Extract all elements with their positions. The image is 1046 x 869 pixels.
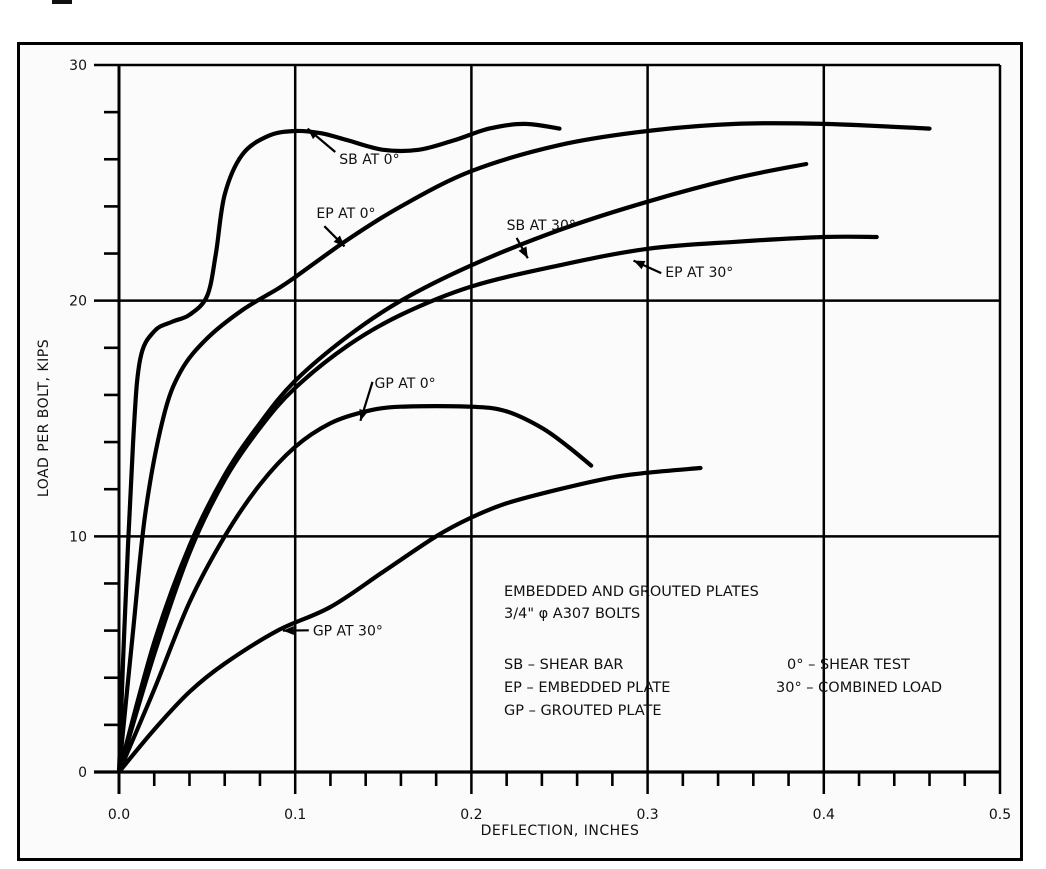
y-tick-label: 0 <box>78 765 87 781</box>
y-axis-title: LOAD PER BOLT, KIPS <box>36 339 52 497</box>
label-gp-at-30deg: GP AT 30° <box>313 623 383 639</box>
arrowhead-ep-at-0deg <box>333 235 345 247</box>
x-tick-label: 0.5 <box>989 807 1011 823</box>
label-sb-at-30deg: SB AT 30° <box>507 218 576 234</box>
label-gp-at-0deg: GP AT 0° <box>374 376 435 392</box>
legend-title-line-2: 3/4" φ A307 BOLTS <box>504 606 640 622</box>
label-sb-at-0deg: SB AT 0° <box>339 152 399 168</box>
grid-lines <box>94 63 1002 794</box>
legend-item-sb: SB – SHEAR BAR <box>504 657 623 673</box>
curves <box>116 121 932 775</box>
y-tick-label: 30 <box>69 58 87 74</box>
curve-ep-at-0deg <box>116 121 932 775</box>
x-tick-label: 0.4 <box>813 807 835 823</box>
x-tick-label: 0.2 <box>460 807 482 823</box>
curve-annotations: SB AT 0° EP AT 0° SB AT 30° EP AT 30° GP AT … <box>282 127 733 639</box>
curve-sb-at-30deg <box>116 161 809 775</box>
arrowhead-gp-at-0deg <box>359 409 368 421</box>
figure-frame <box>17 42 1023 861</box>
legend-item-0deg: 0° – SHEAR TEST <box>787 657 910 673</box>
curve-ep-at-30deg <box>116 234 879 775</box>
legend-item-30deg: 30° – COMBINED LOAD <box>776 680 942 696</box>
arrowhead-sb-at-0deg <box>307 128 319 140</box>
legend-item-gp: GP – GROUTED PLATE <box>504 703 662 719</box>
y-tick-label: 10 <box>69 529 87 545</box>
arrowhead-ep-at-30deg <box>633 260 646 270</box>
curve-gp-at-0deg <box>116 404 594 775</box>
label-ep-at-30deg: EP AT 30° <box>665 265 733 281</box>
x-tick-label: 0.1 <box>284 807 306 823</box>
label-ep-at-0deg: EP AT 0° <box>316 206 375 222</box>
cropped-caption-fragment <box>52 0 72 4</box>
curve-sb-at-0deg <box>116 121 562 775</box>
legend-item-ep: EP – EMBEDDED PLATE <box>504 680 670 696</box>
x-tick-label: 0.0 <box>108 807 130 823</box>
curve-gp-at-30deg <box>116 465 703 775</box>
arrowhead-sb-at-30deg <box>518 246 528 259</box>
tick-labels: 0.0 0.1 0.2 0.3 0.4 0.5 0 10 20 30 <box>69 58 1011 823</box>
legend-title-line-1: EMBEDDED AND GROUTED PLATES <box>504 584 759 600</box>
legend-box: EMBEDDED AND GROUTED PLATES 3/4" φ A307 … <box>504 584 942 719</box>
x-tick-label: 0.3 <box>636 807 658 823</box>
arrowhead-gp-at-30deg <box>282 625 294 635</box>
y-tick-label: 20 <box>69 294 87 310</box>
x-axis-title: DEFLECTION, INCHES <box>481 823 640 839</box>
axis-ticks <box>104 110 967 786</box>
